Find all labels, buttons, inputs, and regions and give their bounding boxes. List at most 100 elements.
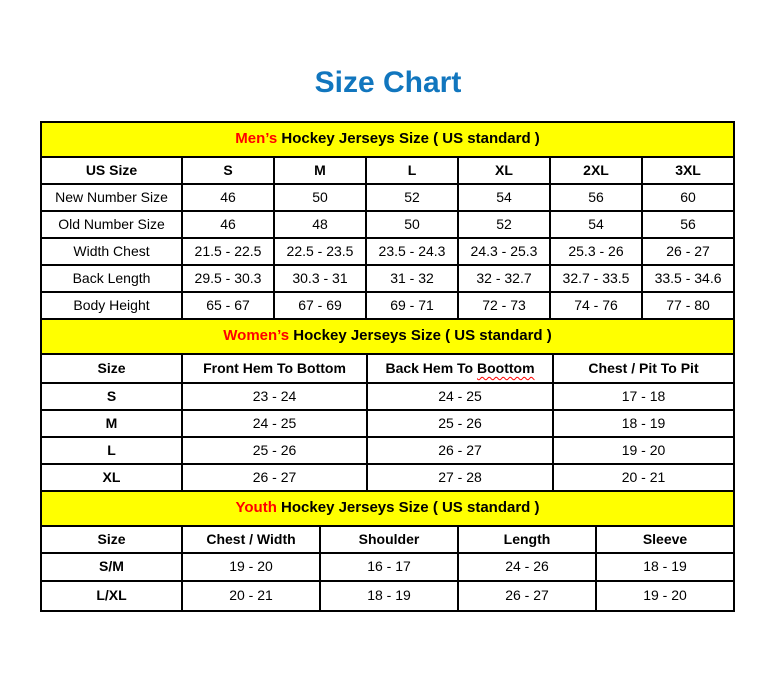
column-header: M (273, 156, 367, 185)
row-label-cell: XL (40, 463, 183, 492)
value-cell: 54 (457, 183, 551, 212)
value-cell: 19 - 20 (181, 552, 321, 582)
row-label-cell: L (40, 436, 183, 465)
row-label-cell: Body Height (40, 291, 183, 320)
mens-section-header-row: Men’s Hockey Jerseys Size ( US standard … (39, 121, 736, 158)
value-cell: 21.5 - 22.5 (181, 237, 275, 266)
row-label-cell: Back Length (40, 264, 183, 293)
womens-column-header-row: Size Front Hem To Bottom Back Hem To Boo… (40, 353, 736, 384)
column-header: 2XL (549, 156, 643, 185)
value-cell: 65 - 67 (181, 291, 275, 320)
column-header: S (181, 156, 275, 185)
value-cell: 31 - 32 (365, 264, 459, 293)
value-cell: 60 (640, 183, 736, 212)
value-cell: 52 (365, 183, 459, 212)
page-title: Size Chart (314, 66, 462, 99)
mens-column-header-row: US Size S M L XL 2XL 3XL (40, 156, 736, 185)
value-cell: 25.3 - 26 (549, 237, 643, 266)
table-row: M 24 - 25 25 - 26 18 - 19 (40, 409, 736, 438)
womens-size-table: Women’s Hockey Jerseys Size ( US standar… (39, 318, 736, 492)
table-row: S/M 19 - 20 16 - 17 24 - 26 18 - 19 (40, 552, 735, 582)
value-cell: 18 - 19 (551, 409, 736, 438)
womens-section-header-row: Women’s Hockey Jerseys Size ( US standar… (39, 318, 736, 355)
value-cell: 20 - 21 (181, 580, 321, 612)
value-cell: 50 (365, 210, 459, 239)
value-cell: 50 (273, 183, 367, 212)
value-cell: 26 - 27 (366, 436, 554, 465)
value-cell: 17 - 18 (551, 382, 736, 411)
table-row: L 25 - 26 26 - 27 19 - 20 (40, 436, 736, 465)
column-header-text: Back Hem To (385, 359, 477, 376)
value-cell: 56 (549, 183, 643, 212)
value-cell: 72 - 73 (457, 291, 551, 320)
column-header: Size (40, 525, 183, 554)
column-header: Shoulder (319, 525, 459, 554)
row-label-cell: New Number Size (40, 183, 183, 212)
value-cell: 77 - 80 (640, 291, 736, 320)
table-row: Body Height 65 - 67 67 - 69 69 - 71 72 -… (40, 291, 736, 320)
table-row: S 23 - 24 24 - 25 17 - 18 (40, 382, 736, 411)
column-header: Size (40, 353, 183, 384)
row-label-cell: L/XL (40, 580, 183, 612)
column-header: Front Hem To Bottom (181, 353, 368, 384)
value-cell: 52 (457, 210, 551, 239)
column-header: 3XL (640, 156, 736, 185)
row-label-cell: S (40, 382, 183, 411)
value-cell: 18 - 19 (595, 552, 735, 582)
value-cell: 24.3 - 25.3 (457, 237, 551, 266)
value-cell: 26 - 27 (640, 237, 736, 266)
value-cell: 27 - 28 (366, 463, 554, 492)
mens-section-title-rest: Hockey Jerseys Size ( US standard ) (277, 130, 540, 148)
column-header: Back Hem To Boottom (366, 353, 554, 384)
value-cell: 19 - 20 (595, 580, 735, 612)
value-cell: 30.3 - 31 (273, 264, 367, 293)
row-label-cell: M (40, 409, 183, 438)
value-cell: 22.5 - 23.5 (273, 237, 367, 266)
misspelled-word: Boottom (477, 359, 535, 376)
column-header: Length (457, 525, 597, 554)
column-header: L (365, 156, 459, 185)
value-cell: 25 - 26 (366, 409, 554, 438)
value-cell: 24 - 26 (457, 552, 597, 582)
mens-section-title: Men’s Hockey Jerseys Size ( US standard … (39, 121, 736, 158)
youth-section-title-rest: Hockey Jerseys Size ( US standard ) (276, 499, 540, 517)
value-cell: 23 - 24 (181, 382, 368, 411)
column-header: US Size (40, 156, 183, 185)
womens-section-title-rest: Hockey Jerseys Size ( US standard ) (289, 327, 552, 345)
value-cell: 26 - 27 (181, 463, 368, 492)
column-header: Sleeve (595, 525, 735, 554)
value-cell: 18 - 19 (319, 580, 459, 612)
column-header: Chest / Pit To Pit (551, 353, 736, 384)
value-cell: 25 - 26 (181, 436, 368, 465)
table-row: Old Number Size 46 48 50 52 54 56 (40, 210, 736, 239)
value-cell: 24 - 25 (181, 409, 368, 438)
value-cell: 33.5 - 34.6 (640, 264, 736, 293)
value-cell: 69 - 71 (365, 291, 459, 320)
value-cell: 46 (181, 210, 275, 239)
womens-section-title: Women’s Hockey Jerseys Size ( US standar… (39, 318, 736, 355)
value-cell: 24 - 25 (366, 382, 554, 411)
value-cell: 74 - 76 (549, 291, 643, 320)
mens-section-title-accent: Men’s (235, 130, 278, 148)
value-cell: 19 - 20 (551, 436, 736, 465)
column-header: XL (457, 156, 551, 185)
row-label-cell: Width Chest (40, 237, 183, 266)
value-cell: 20 - 21 (551, 463, 736, 492)
value-cell: 56 (640, 210, 736, 239)
youth-size-table: Youth Hockey Jerseys Size ( US standard … (40, 490, 735, 612)
table-row: New Number Size 46 50 52 54 56 60 (40, 183, 736, 212)
table-row: Back Length 29.5 - 30.3 30.3 - 31 31 - 3… (40, 264, 736, 293)
value-cell: 23.5 - 24.3 (365, 237, 459, 266)
value-cell: 54 (549, 210, 643, 239)
value-cell: 29.5 - 30.3 (181, 264, 275, 293)
value-cell: 32.7 - 33.5 (549, 264, 643, 293)
youth-section-title-accent: Youth (235, 499, 277, 517)
value-cell: 48 (273, 210, 367, 239)
value-cell: 16 - 17 (319, 552, 459, 582)
table-row: Width Chest 21.5 - 22.5 22.5 - 23.5 23.5… (40, 237, 736, 266)
youth-section-title: Youth Hockey Jerseys Size ( US standard … (40, 490, 735, 527)
size-chart-container: Men’s Hockey Jerseys Size ( US standard … (39, 121, 736, 612)
value-cell: 32 - 32.7 (457, 264, 551, 293)
value-cell: 26 - 27 (457, 580, 597, 612)
column-header: Chest / Width (181, 525, 321, 554)
